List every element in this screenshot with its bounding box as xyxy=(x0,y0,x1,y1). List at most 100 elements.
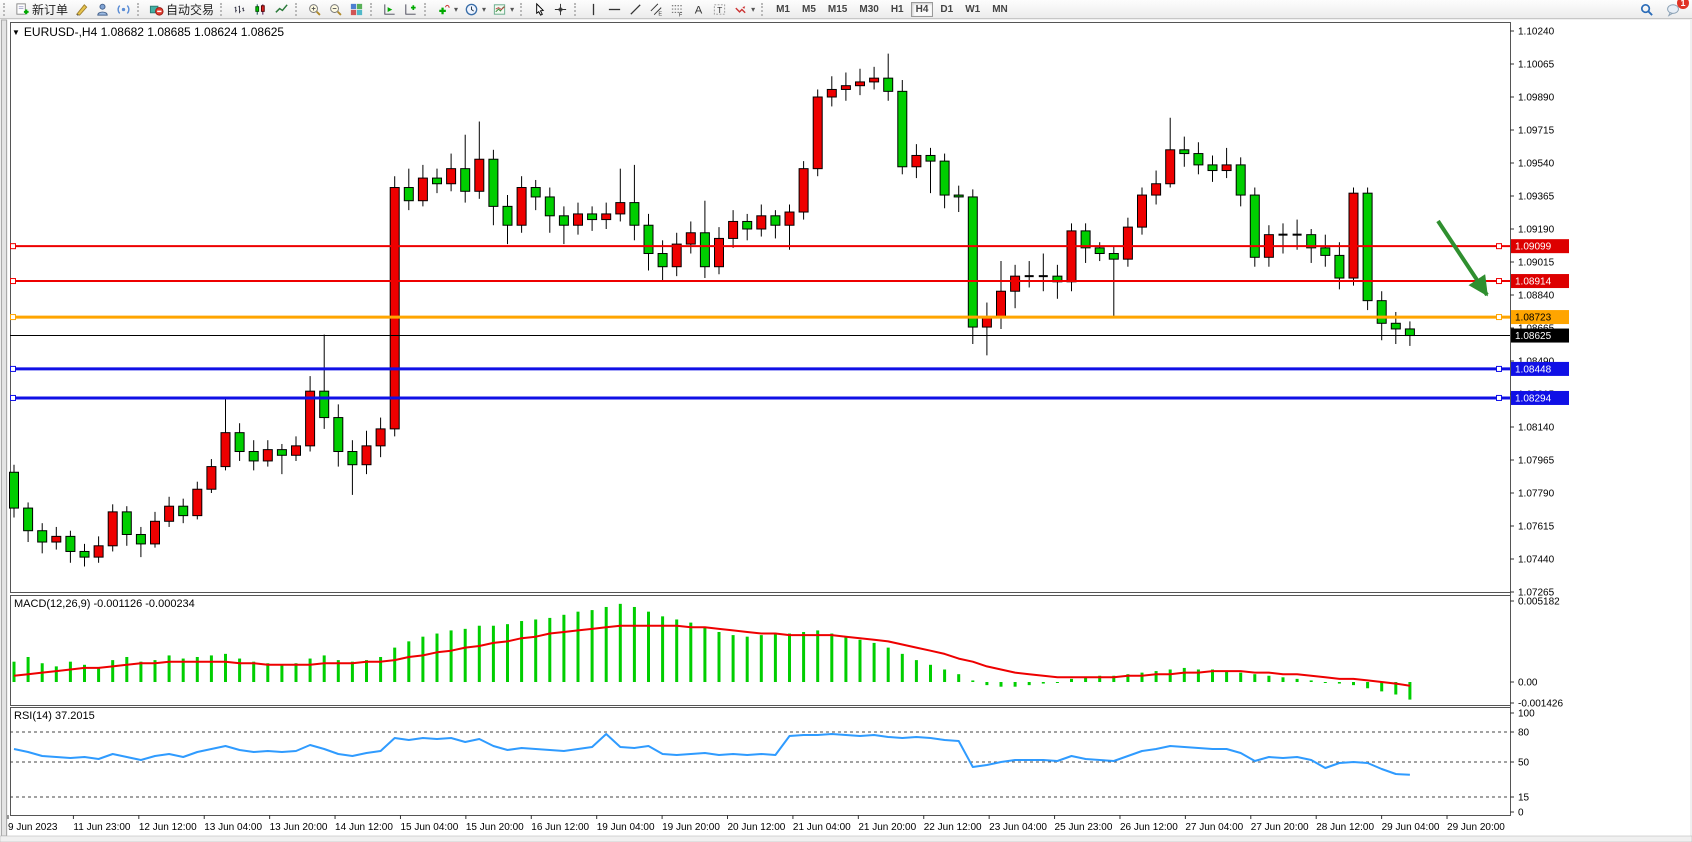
timeframe-button-h4[interactable]: H4 xyxy=(910,1,934,17)
new-order-button[interactable]: 新订单 xyxy=(12,0,71,18)
toolbar-group-grip xyxy=(370,2,375,16)
timeframe-button-m1[interactable]: M1 xyxy=(776,3,790,15)
line-chart-button[interactable] xyxy=(271,0,292,18)
bar-chart-button[interactable] xyxy=(229,0,250,18)
svg-text:1.08840: 1.08840 xyxy=(1518,291,1555,302)
svg-text:80: 80 xyxy=(1518,728,1530,739)
channel-icon: E xyxy=(649,2,664,17)
label-icon: T xyxy=(712,2,727,17)
hline-1.08294[interactable]: 1.08294 xyxy=(10,390,1569,405)
toolbar-group-grip xyxy=(295,2,300,16)
chart-shift-button[interactable] xyxy=(400,0,421,18)
svg-text:1.09540: 1.09540 xyxy=(1518,159,1555,170)
toolbar-right: 1 xyxy=(1636,0,1689,18)
arrows-button[interactable]: ▾ xyxy=(730,0,758,18)
hline-1.08448[interactable]: 1.08448 xyxy=(10,361,1569,376)
timeframe-button-h1[interactable]: H1 xyxy=(890,3,904,15)
templates-button[interactable]: ▾ xyxy=(489,0,517,18)
svg-text:1.09190: 1.09190 xyxy=(1518,225,1555,236)
svg-text:12 Jun 12:00: 12 Jun 12:00 xyxy=(139,822,197,833)
svg-text:1.09715: 1.09715 xyxy=(1518,126,1555,137)
svg-text:29 Jun 20:00: 29 Jun 20:00 xyxy=(1447,822,1505,833)
chevron-down-icon[interactable]: ▾ xyxy=(510,4,515,14)
rsi-pane: 100 80 50 15 0 xyxy=(10,709,1535,819)
candle-chart-button[interactable] xyxy=(250,0,271,18)
timeframe-button-w1[interactable]: W1 xyxy=(965,3,981,15)
chevron-down-icon[interactable]: ▼ xyxy=(12,28,20,37)
cursor-icon xyxy=(532,2,547,17)
svg-text:50: 50 xyxy=(1518,758,1530,769)
zoom-in-button[interactable] xyxy=(304,0,325,18)
zoom-in-icon xyxy=(307,2,322,17)
hline-1.08723[interactable]: 1.08723 xyxy=(10,310,1569,325)
toolbar: 新订单 自动交易 ▾ ▾ ▾ E F A T ▾ M1 M5 M15 M30 H1 H4 D1 W1 MN 1 xyxy=(0,0,1692,19)
svg-text:1.07615: 1.07615 xyxy=(1518,522,1555,533)
toolbar-group-grip xyxy=(520,2,525,16)
svg-text:E: E xyxy=(658,11,662,16)
chevron-down-icon[interactable]: ▾ xyxy=(454,4,459,14)
toolbar-group-grip xyxy=(574,2,579,16)
crosshair-icon xyxy=(553,2,568,17)
svg-text:1.08723: 1.08723 xyxy=(1515,313,1552,324)
periods-icon xyxy=(464,2,479,17)
svg-text:100: 100 xyxy=(1518,709,1535,720)
bars-chart-icon xyxy=(232,2,247,17)
autotrading-button[interactable]: 自动交易 xyxy=(146,0,217,18)
periods-button[interactable]: ▾ xyxy=(461,0,489,18)
svg-text:A: A xyxy=(695,4,703,16)
timeframe-button-d1[interactable]: D1 xyxy=(940,3,954,15)
macd-indicator-label: MACD(12,26,9) -0.001126 -0.000234 xyxy=(14,598,195,610)
search-button[interactable] xyxy=(1636,0,1657,18)
chevron-down-icon[interactable]: ▾ xyxy=(751,4,756,14)
timeframe-button-m5[interactable]: M5 xyxy=(802,3,816,15)
timeframe-button-mn[interactable]: MN xyxy=(992,3,1008,15)
svg-text:27 Jun 20:00: 27 Jun 20:00 xyxy=(1251,822,1309,833)
vline-button[interactable] xyxy=(583,0,604,18)
zoom-out-button[interactable] xyxy=(325,0,346,18)
candlestick-series xyxy=(9,53,1415,567)
tile-windows-button[interactable] xyxy=(346,0,367,18)
crosshair-button[interactable] xyxy=(550,0,571,18)
quill-button[interactable] xyxy=(71,0,92,18)
fibonacci-button[interactable]: F xyxy=(667,0,688,18)
chat-icon xyxy=(1666,2,1681,17)
timeframe-button-m30[interactable]: M30 xyxy=(859,3,879,15)
quill-icon xyxy=(74,2,89,17)
indicators-button[interactable]: ▾ xyxy=(433,0,461,18)
new-order-button-label: 新订单 xyxy=(32,2,69,17)
hline-button[interactable] xyxy=(604,0,625,18)
status-strip xyxy=(0,835,1692,842)
label-button[interactable]: T xyxy=(709,0,730,18)
profile-button[interactable] xyxy=(92,0,113,18)
chevron-down-icon[interactable]: ▾ xyxy=(482,4,487,14)
svg-text:21 Jun 20:00: 21 Jun 20:00 xyxy=(858,822,916,833)
trendline-button[interactable] xyxy=(625,0,646,18)
svg-text:1.08294: 1.08294 xyxy=(1515,393,1552,404)
notifications-button[interactable]: 1 xyxy=(1663,0,1689,18)
tile-windows-icon xyxy=(349,2,364,17)
text-icon: A xyxy=(691,2,706,17)
channel-button[interactable]: E xyxy=(646,0,667,18)
arrow-annotation[interactable] xyxy=(1436,219,1489,297)
news-signal-button[interactable] xyxy=(113,0,134,18)
rsi-indicator-label: RSI(14) 37.2015 xyxy=(14,710,95,722)
cursor-button[interactable] xyxy=(529,0,550,18)
bid-price-line: 1.08625 xyxy=(10,328,1569,343)
hline-1.08914[interactable]: 1.08914 xyxy=(10,274,1569,289)
auto-scroll-button[interactable] xyxy=(379,0,400,18)
auto-scroll-icon xyxy=(382,2,397,17)
toolbar-group-grip xyxy=(220,2,225,16)
text-button[interactable]: A xyxy=(688,0,709,18)
fibonacci-icon: F xyxy=(670,2,685,17)
timeframe-button-m15[interactable]: M15 xyxy=(827,3,848,15)
zoom-out-icon xyxy=(328,2,343,17)
line-chart-icon xyxy=(274,2,289,17)
toolbar-group-grip xyxy=(137,2,142,16)
svg-text:1.07790: 1.07790 xyxy=(1518,489,1555,500)
svg-text:26 Jun 12:00: 26 Jun 12:00 xyxy=(1120,822,1178,833)
hline-1.09099[interactable]: 1.09099 xyxy=(10,239,1569,254)
svg-text:1.09099: 1.09099 xyxy=(1515,242,1552,253)
date-axis: 9 Jun 2023 11 Jun 23:00 12 Jun 12:00 13 Jun… xyxy=(7,815,1505,833)
svg-text:F: F xyxy=(679,12,683,16)
